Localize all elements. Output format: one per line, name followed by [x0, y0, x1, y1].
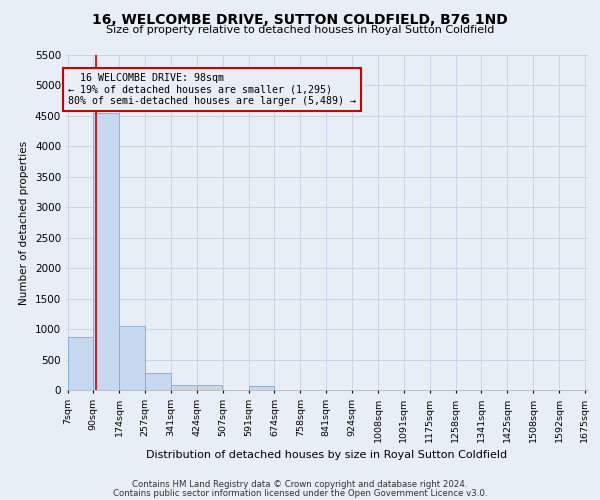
Bar — [248, 386, 274, 390]
Text: 16 WELCOMBE DRIVE: 98sqm  
← 19% of detached houses are smaller (1,295)
80% of s: 16 WELCOMBE DRIVE: 98sqm ← 19% of detach… — [68, 74, 356, 106]
Bar — [197, 386, 223, 390]
Text: Contains HM Land Registry data © Crown copyright and database right 2024.: Contains HM Land Registry data © Crown c… — [132, 480, 468, 489]
Bar — [68, 337, 93, 390]
Bar — [171, 384, 197, 390]
Bar — [93, 113, 119, 390]
Text: Size of property relative to detached houses in Royal Sutton Coldfield: Size of property relative to detached ho… — [106, 25, 494, 35]
X-axis label: Distribution of detached houses by size in Royal Sutton Coldfield: Distribution of detached houses by size … — [146, 450, 508, 460]
Bar — [145, 373, 170, 390]
Y-axis label: Number of detached properties: Number of detached properties — [19, 140, 29, 304]
Bar — [119, 326, 145, 390]
Text: Contains public sector information licensed under the Open Government Licence v3: Contains public sector information licen… — [113, 488, 487, 498]
Text: 16, WELCOMBE DRIVE, SUTTON COLDFIELD, B76 1ND: 16, WELCOMBE DRIVE, SUTTON COLDFIELD, B7… — [92, 12, 508, 26]
